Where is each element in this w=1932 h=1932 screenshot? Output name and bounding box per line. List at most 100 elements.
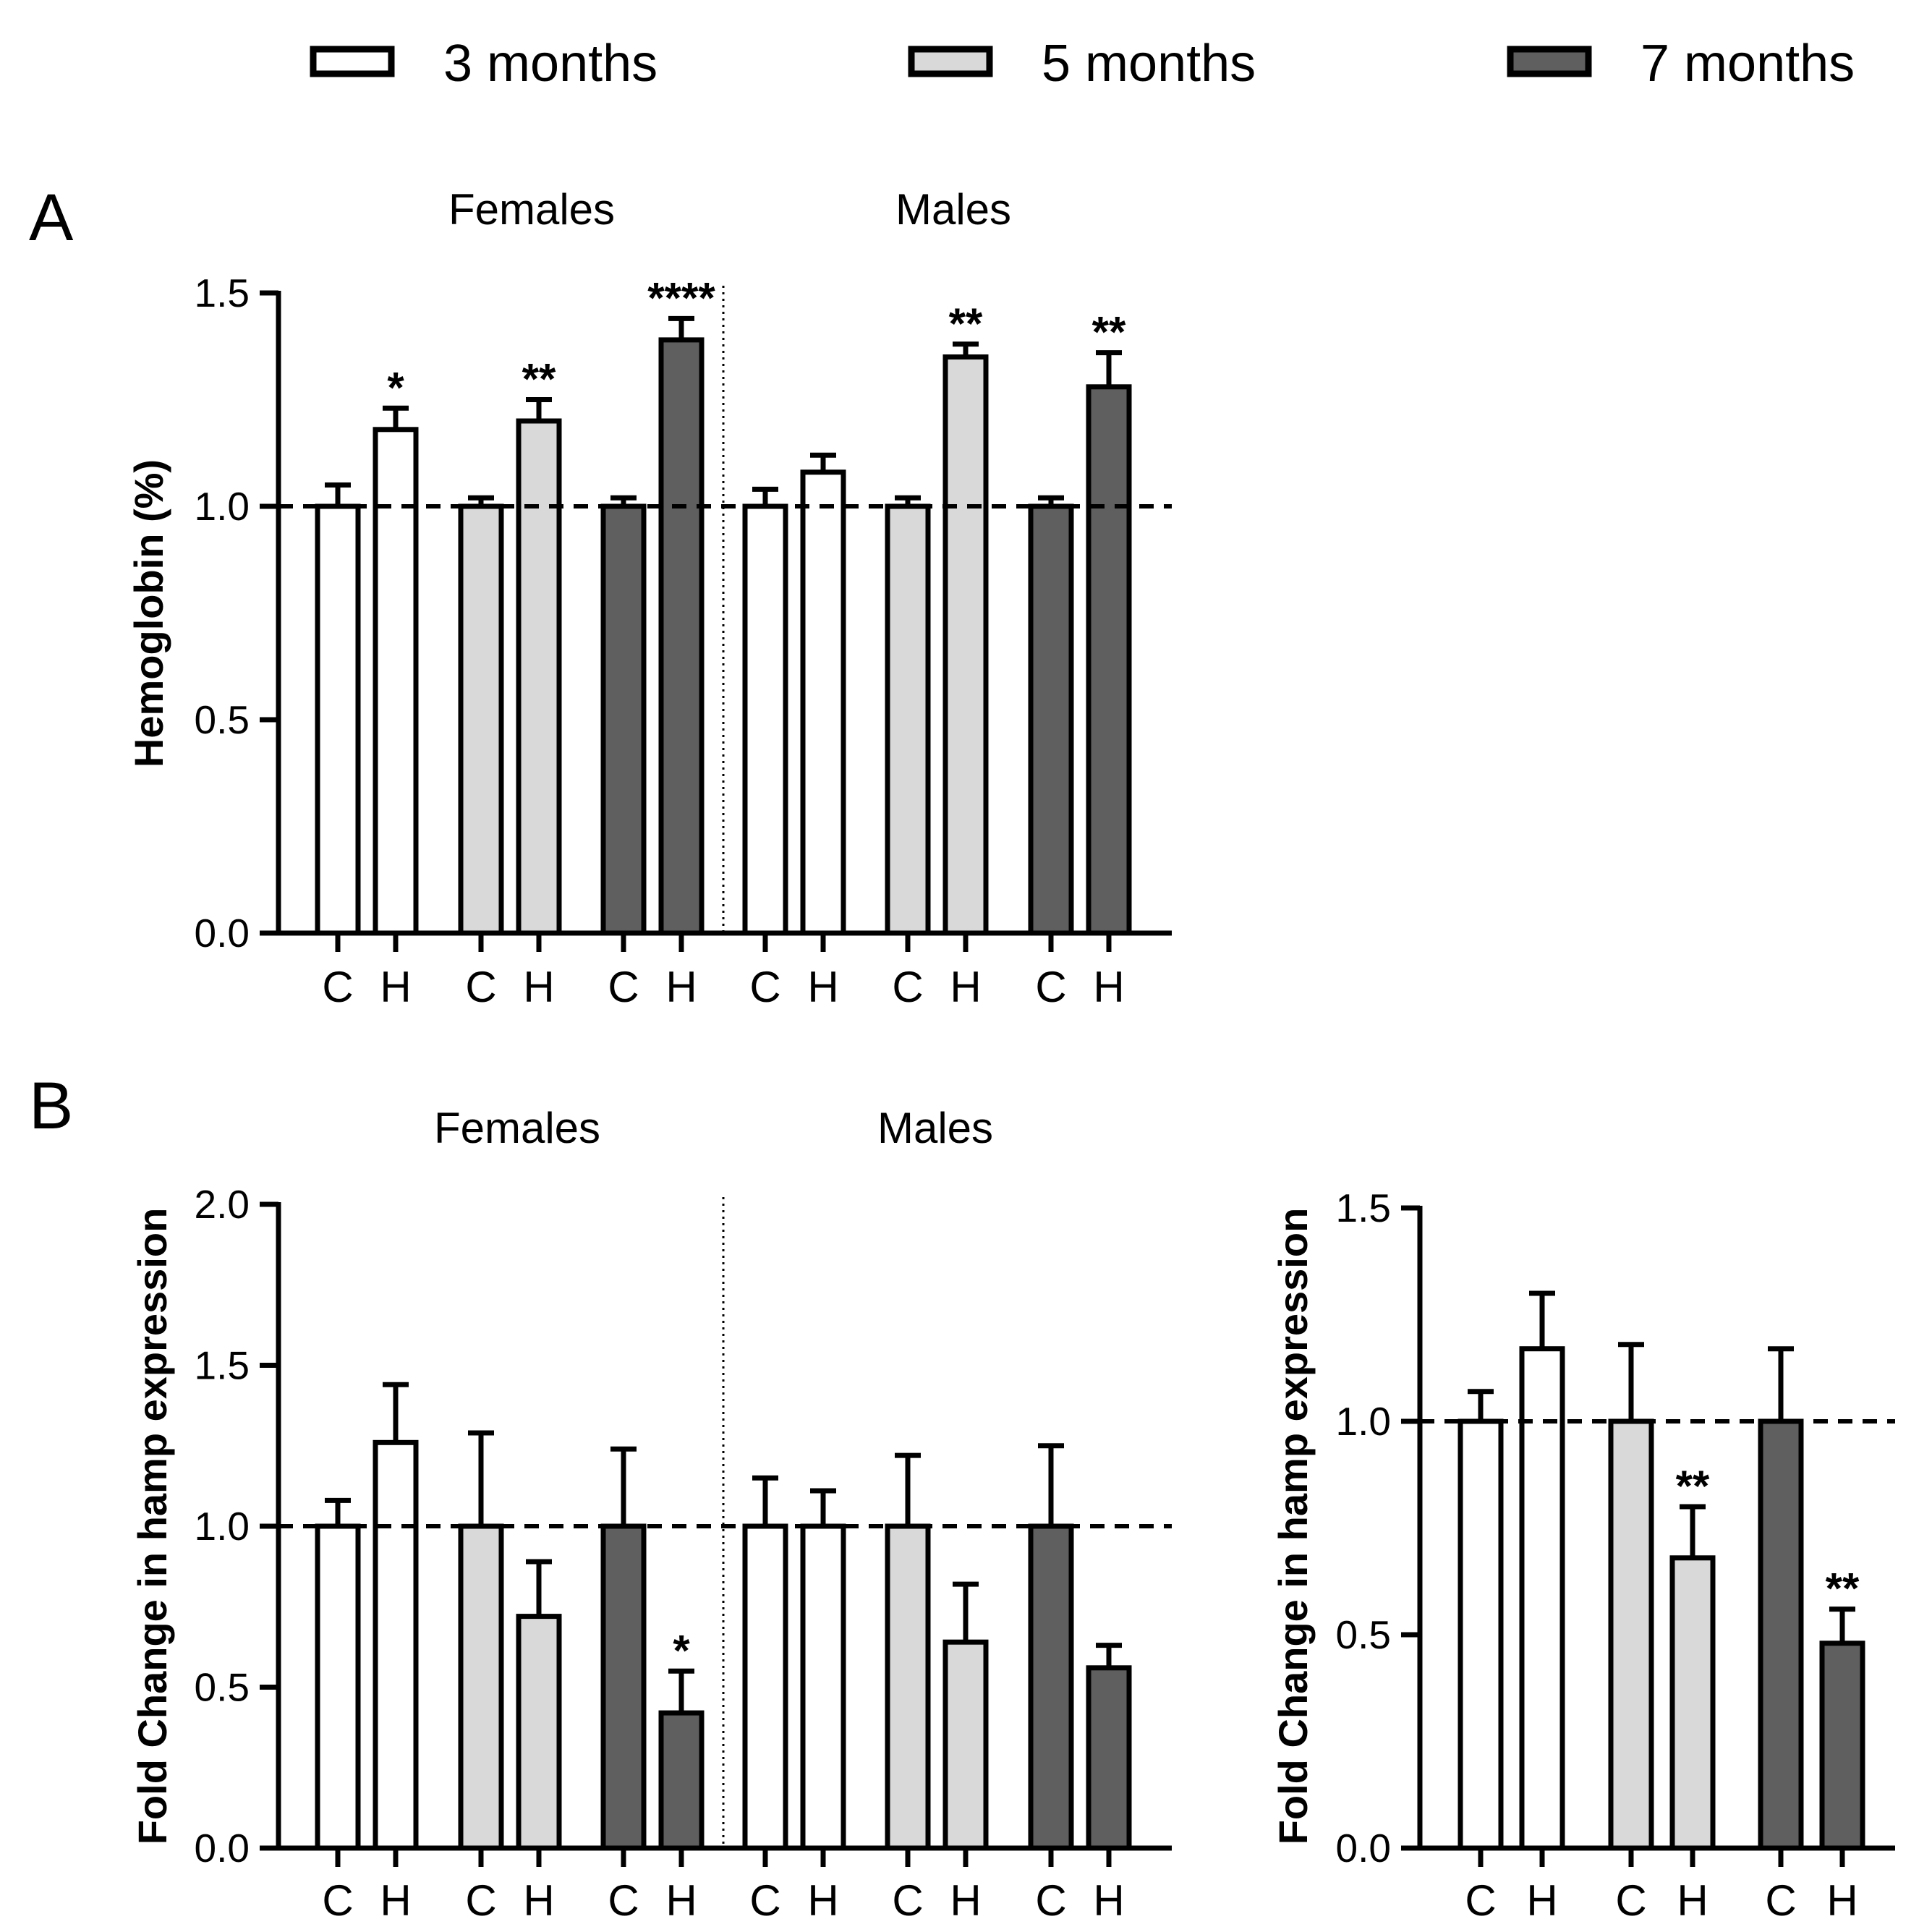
- legend-swatch-1: [310, 46, 395, 77]
- group-label-females: Females: [434, 1104, 600, 1152]
- x-category-label: H: [950, 963, 981, 1011]
- legend-label-3: 7 months: [1641, 35, 1855, 93]
- bar: [1519, 1346, 1565, 1851]
- legend-label-2: 5 months: [1042, 35, 1256, 93]
- bar: [658, 337, 705, 936]
- x-category-label: H: [1093, 963, 1124, 1011]
- legend-label-1: 3 months: [443, 35, 658, 93]
- x-category-label: C: [892, 1876, 923, 1925]
- x-category-label: C: [322, 1876, 353, 1925]
- bar: [458, 503, 504, 936]
- significance-marker: **: [1676, 1462, 1710, 1510]
- panel-b-left-chart: Fold Change in hamp expression Females Mal…: [129, 1104, 1172, 1925]
- x-category-label: H: [665, 1876, 697, 1925]
- x-category-label: C: [608, 963, 639, 1011]
- x-category-label: C: [465, 963, 496, 1011]
- x-category-label: H: [1093, 1876, 1124, 1925]
- y-tick-label: 1.5: [195, 1343, 250, 1388]
- significance-marker: **: [1092, 308, 1126, 357]
- y-tick-label: 0.5: [195, 697, 250, 742]
- significance-marker: **: [522, 355, 556, 404]
- x-category-label: H: [1677, 1876, 1708, 1925]
- x-category-label: C: [608, 1876, 639, 1925]
- bar: [1669, 1555, 1716, 1851]
- bar: [1028, 503, 1074, 936]
- panel-letter-b: B: [29, 1069, 73, 1143]
- y-tick-label: 0.0: [1336, 1826, 1391, 1871]
- bar: [1608, 1418, 1654, 1851]
- significance-marker: *: [387, 363, 404, 412]
- y-tick-label: 2.0: [195, 1182, 250, 1227]
- bar: [315, 503, 361, 936]
- bar: [885, 1523, 931, 1851]
- x-category-label: H: [380, 1876, 411, 1925]
- x-category-label: H: [1826, 1876, 1857, 1925]
- x-category-label: H: [807, 963, 838, 1011]
- bar: [1086, 1665, 1132, 1851]
- bar: [600, 1523, 647, 1851]
- x-category-label: C: [892, 963, 923, 1011]
- bar: [658, 1710, 705, 1851]
- panel-letter-a: A: [29, 181, 74, 255]
- bar: [742, 1523, 788, 1851]
- group-label-males: Males: [895, 185, 1011, 234]
- panel-a-chart: Hemoglobin (%)Females Males* ******** **0.0…: [126, 185, 1172, 1011]
- bar: [800, 1523, 846, 1851]
- x-category-label: C: [1035, 1876, 1066, 1925]
- bar: [800, 469, 846, 936]
- legend-swatch-2: [908, 46, 993, 77]
- x-category-label: C: [749, 1876, 780, 1925]
- bar: [373, 427, 419, 936]
- x-category-label: C: [322, 963, 353, 1011]
- bar: [373, 1439, 419, 1851]
- bar: [1819, 1641, 1865, 1851]
- y-tick-label: 0.0: [195, 1826, 250, 1871]
- bar: [516, 418, 562, 936]
- x-category-label: H: [807, 1876, 838, 1925]
- bar: [1758, 1418, 1804, 1851]
- bar: [1457, 1418, 1504, 1851]
- x-category-label: C: [1765, 1876, 1796, 1925]
- x-category-label: H: [1526, 1876, 1557, 1925]
- y-axis-title: Fold Change in hamp expression: [129, 1208, 175, 1845]
- x-category-label: H: [523, 963, 554, 1011]
- y-tick-label: 0.0: [195, 911, 250, 956]
- x-category-label: C: [1465, 1876, 1496, 1925]
- y-axis-title: Hemoglobin (%): [126, 459, 171, 767]
- x-category-label: H: [523, 1876, 554, 1925]
- panel-b-right-chart: Fold Change in hamp expression ** ** 0.0 0.5…: [1270, 1186, 1895, 1925]
- y-tick-label: 1.5: [195, 271, 250, 315]
- bar: [1086, 384, 1132, 936]
- significance-marker: ****: [647, 273, 715, 322]
- significance-marker: **: [1826, 1565, 1860, 1613]
- bar: [516, 1614, 562, 1851]
- x-category-label: C: [1035, 963, 1066, 1011]
- bar: [942, 354, 989, 936]
- x-category-label: C: [749, 963, 780, 1011]
- group-label-females: Females: [448, 185, 615, 234]
- significance-marker: **: [949, 299, 983, 348]
- y-tick-label: 1.5: [1336, 1186, 1391, 1230]
- bar: [1028, 1523, 1074, 1851]
- bar: [742, 503, 788, 936]
- group-label-males: Males: [877, 1104, 993, 1152]
- x-category-label: H: [665, 963, 697, 1011]
- bar: [600, 503, 647, 936]
- bar: [885, 503, 931, 936]
- y-tick-label: 0.5: [195, 1665, 250, 1710]
- y-tick-label: 0.5: [1336, 1612, 1391, 1657]
- x-category-label: C: [465, 1876, 496, 1925]
- legend-swatch-3: [1507, 46, 1592, 77]
- bar: [458, 1523, 504, 1851]
- significance-marker: *: [673, 1626, 690, 1674]
- y-tick-label: 1.0: [195, 1504, 250, 1549]
- legend: 3 months 5 months 7 months: [310, 35, 1855, 93]
- y-tick-label: 1.0: [195, 484, 250, 529]
- x-category-label: H: [950, 1876, 981, 1925]
- x-category-label: C: [1615, 1876, 1646, 1925]
- y-tick-label: 1.0: [1336, 1399, 1391, 1444]
- x-category-label: H: [380, 963, 411, 1011]
- bar: [315, 1523, 361, 1851]
- bar: [942, 1639, 989, 1851]
